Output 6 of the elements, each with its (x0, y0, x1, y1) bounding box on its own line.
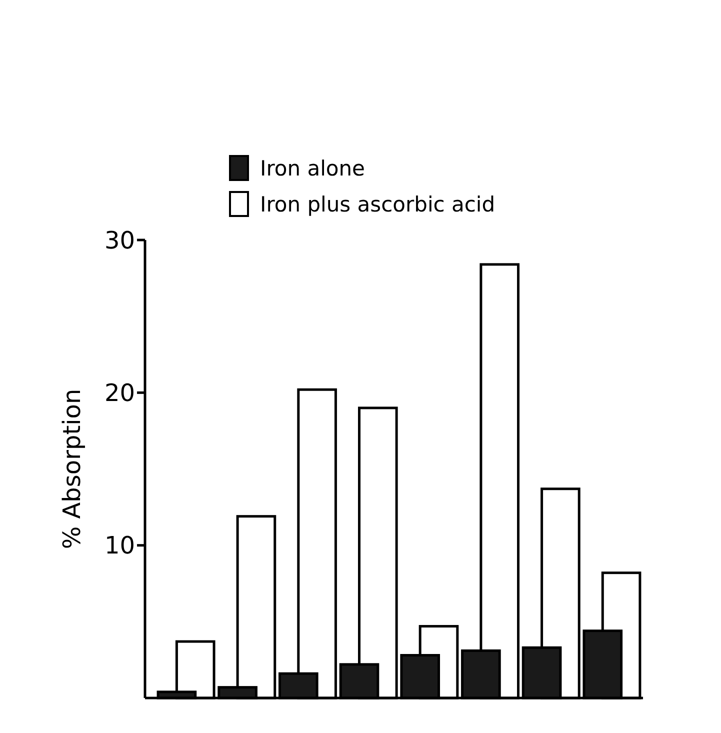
y-tick-label: 10 (104, 532, 135, 560)
y-tick-label: 20 (104, 379, 135, 408)
legend-label: Iron plus ascorbic acid (260, 192, 496, 216)
y-tick-label: 30 (104, 226, 135, 254)
y-axis-title: % Absorption (58, 388, 86, 550)
legend-label: Iron alone (260, 156, 365, 180)
